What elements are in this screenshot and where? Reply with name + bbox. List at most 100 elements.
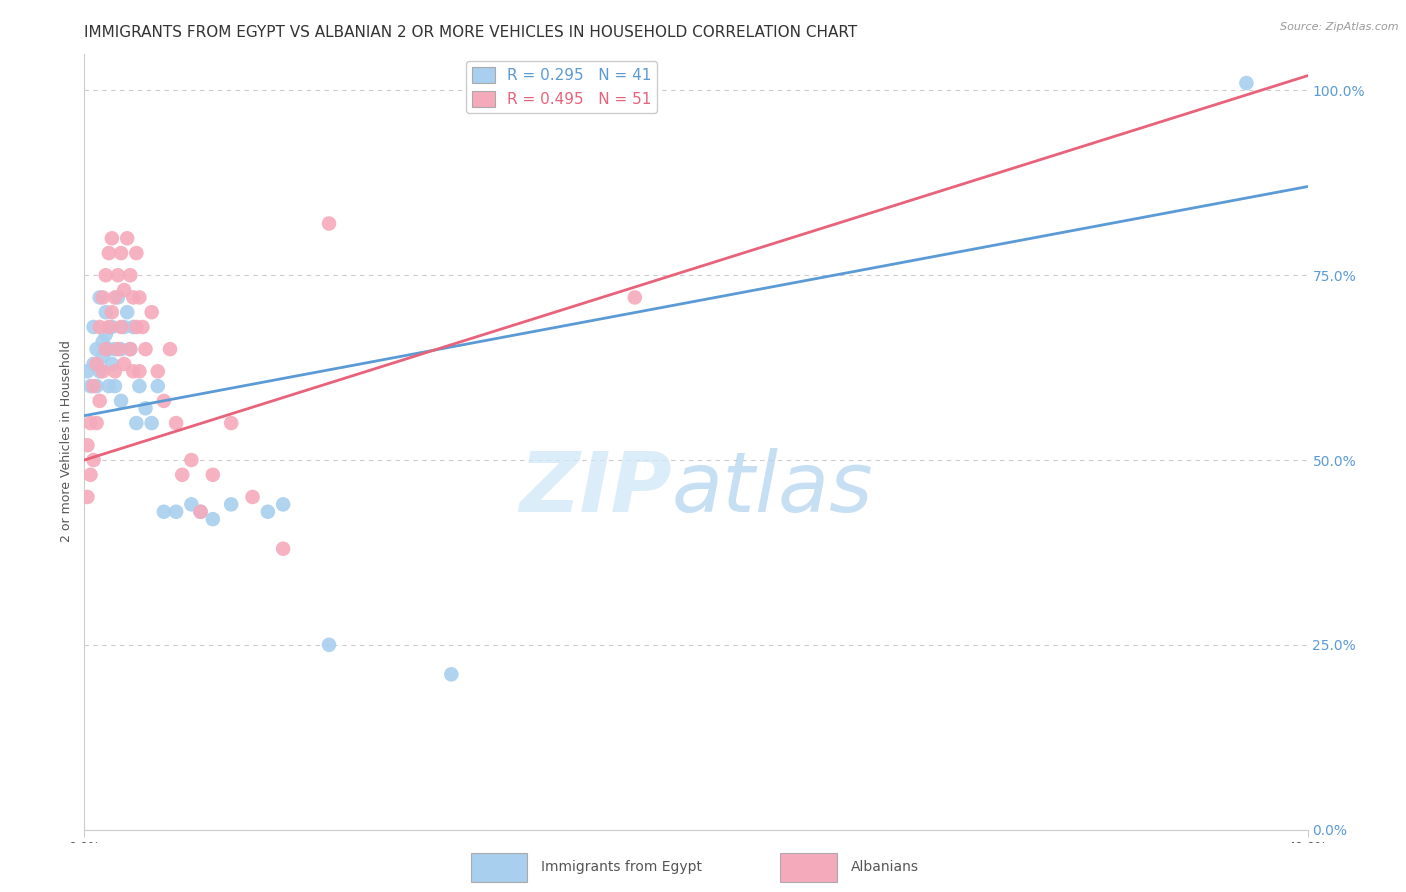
Point (153, 393, 176, 408)
Point (120, 342, 142, 356)
Point (180, 497, 202, 511)
Point (125, 320, 148, 334)
Point (97, 342, 120, 356)
Point (165, 416, 187, 430)
Point (86, 342, 108, 356)
Y-axis label: 2 or more Vehicles in Household: 2 or more Vehicles in Household (60, 341, 73, 542)
Point (190, 505, 212, 519)
Point (97, 379, 120, 393)
Point (107, 290, 129, 304)
Point (86, 416, 108, 430)
Point (86, 379, 108, 393)
Legend: R = 0.295   N = 41, R = 0.495   N = 51: R = 0.295 N = 41, R = 0.495 N = 51 (465, 62, 657, 113)
Point (94, 268, 117, 283)
Text: IMMIGRANTS FROM EGYPT VS ALBANIAN 2 OR MORE VEHICLES IN HOUSEHOLD CORRELATION CH: IMMIGRANTS FROM EGYPT VS ALBANIAN 2 OR M… (84, 25, 858, 40)
Point (125, 416, 148, 430)
Point (101, 357, 124, 371)
Point (86, 357, 108, 371)
Point (115, 305, 138, 319)
Point (94, 342, 117, 356)
Point (242, 490, 264, 504)
Point (101, 305, 124, 319)
Point (83, 379, 105, 393)
Point (128, 364, 150, 378)
Point (91, 364, 114, 378)
Point (122, 364, 145, 378)
Point (271, 497, 294, 511)
Point (89, 393, 111, 408)
Point (219, 416, 242, 430)
Point (89, 290, 111, 304)
Point (146, 379, 169, 393)
Point (120, 342, 142, 356)
Text: Albanians: Albanians (851, 861, 918, 874)
Point (122, 290, 145, 304)
Point (165, 505, 187, 519)
Point (112, 283, 135, 297)
Point (94, 327, 117, 342)
Point (624, 290, 647, 304)
Point (79, 379, 101, 393)
Point (131, 320, 153, 334)
Point (104, 364, 127, 378)
Point (110, 320, 132, 334)
Point (1236, 76, 1258, 90)
Point (89, 364, 111, 378)
Bar (780, 853, 837, 882)
Point (141, 416, 163, 430)
Point (110, 393, 132, 408)
Point (201, 467, 224, 482)
Point (94, 305, 117, 319)
Point (271, 541, 294, 556)
Point (97, 246, 120, 260)
Point (141, 305, 163, 319)
Point (110, 342, 132, 356)
Point (83, 453, 105, 467)
Point (97, 320, 120, 334)
Point (318, 638, 340, 652)
Text: Source: ZipAtlas.com: Source: ZipAtlas.com (1281, 22, 1399, 32)
Point (219, 497, 242, 511)
Point (190, 505, 212, 519)
Point (104, 290, 127, 304)
Point (91, 350, 114, 364)
Text: ZIP: ZIP (519, 448, 672, 529)
Point (107, 342, 129, 356)
Point (76, 490, 98, 504)
Point (115, 231, 138, 245)
Point (83, 320, 105, 334)
Point (76, 438, 98, 452)
Point (153, 505, 176, 519)
Point (112, 357, 135, 371)
Point (89, 320, 111, 334)
Text: atlas: atlas (672, 448, 873, 529)
Point (101, 231, 124, 245)
Point (79, 467, 101, 482)
Point (104, 379, 127, 393)
Point (128, 379, 150, 393)
Point (257, 505, 280, 519)
Point (76, 364, 98, 378)
Point (79, 416, 101, 430)
Point (135, 342, 157, 356)
Point (107, 268, 129, 283)
Point (125, 246, 148, 260)
Point (91, 290, 114, 304)
Point (172, 467, 194, 482)
Point (128, 290, 150, 304)
Text: Immigrants from Egypt: Immigrants from Egypt (541, 861, 703, 874)
Point (318, 217, 340, 231)
Point (104, 342, 127, 356)
Point (146, 364, 169, 378)
Point (110, 246, 132, 260)
Point (120, 268, 142, 283)
Point (440, 667, 463, 681)
Point (112, 320, 135, 334)
Point (91, 334, 114, 349)
Point (201, 512, 224, 526)
Point (180, 453, 202, 467)
Point (135, 401, 157, 416)
Point (101, 320, 124, 334)
Point (159, 342, 181, 356)
Point (122, 320, 145, 334)
